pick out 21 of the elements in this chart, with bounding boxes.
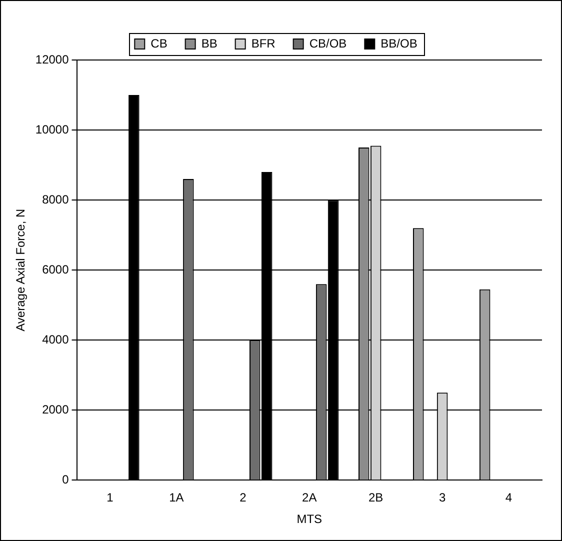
- legend-label: CB: [150, 36, 168, 50]
- legend-label: BB/OB: [380, 36, 418, 50]
- x-tick-label: 2: [240, 490, 247, 505]
- y-axis-title: Average Axial Force, N: [14, 208, 28, 332]
- y-tick-label: 6000: [42, 262, 70, 276]
- x-tick-label: 1A: [169, 490, 184, 505]
- x-axis-title: MTS: [296, 512, 322, 526]
- y-tick-label: 10000: [35, 122, 70, 136]
- legend-label: BB: [201, 36, 218, 50]
- x-tick-label: 2A: [302, 490, 317, 505]
- y-tick-label: 2000: [42, 402, 70, 416]
- y-tick-label: 8000: [42, 192, 70, 206]
- x-tick-label: 2B: [368, 490, 384, 505]
- y-tick-label: 0: [62, 472, 70, 487]
- x-tick-label: 3: [438, 490, 446, 505]
- legend-label: BFR: [251, 36, 276, 50]
- legend-label: CB/OB: [309, 36, 347, 50]
- y-tick-label: 12000: [35, 52, 70, 66]
- x-tick-label: 4: [505, 490, 512, 505]
- x-tick-label: 1: [106, 490, 114, 505]
- y-tick-label: 4000: [42, 332, 70, 346]
